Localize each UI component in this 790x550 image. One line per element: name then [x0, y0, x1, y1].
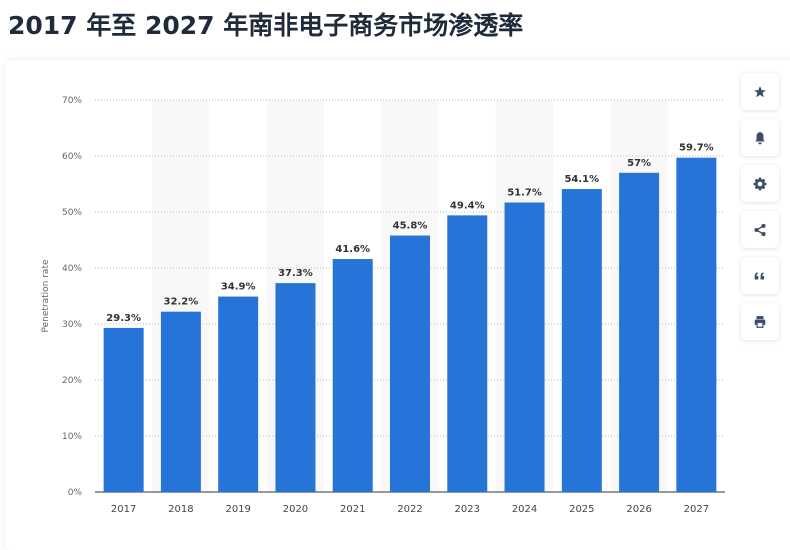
bar-2025 [561, 189, 602, 493]
y-tick-label: 30% [62, 320, 82, 330]
bar-2022 [390, 235, 430, 492]
x-tick-label: 2025 [569, 504, 594, 515]
data-label: 32.2% [164, 297, 199, 308]
x-tick-label: 2020 [283, 504, 308, 515]
data-label: 49.4% [450, 200, 485, 211]
bar-chart: 0% 10% 20% 30% 40% 50% 60% 70% 29.3% 2017 32.2% 201… [41, 96, 725, 515]
x-tick-label: 2017 [111, 504, 136, 515]
bar-2018 [160, 311, 201, 492]
y-tick-label: 0% [68, 488, 83, 498]
y-axis-label: Penetration rate [41, 259, 51, 332]
x-tick-label: 2019 [225, 504, 250, 515]
x-tick-label: 2018 [168, 504, 193, 515]
favorite-button[interactable] [741, 73, 779, 110]
y-tick-label: 40% [62, 264, 82, 274]
bar-2020 [275, 283, 316, 492]
toolbar [741, 73, 779, 340]
data-label: 41.6% [335, 244, 370, 255]
share-button[interactable] [741, 211, 779, 248]
x-tick-label: 2022 [397, 504, 422, 515]
y-tick-label: 20% [62, 376, 82, 386]
settings-button[interactable] [741, 165, 779, 202]
y-tick-label: 70% [62, 96, 82, 106]
x-tick-label: 2026 [626, 504, 651, 515]
bar-2019 [218, 296, 259, 492]
data-label: 29.3% [106, 313, 141, 324]
y-tick-label: 50% [62, 208, 82, 218]
print-button[interactable] [741, 303, 779, 340]
gear-icon [753, 177, 767, 190]
notification-button[interactable] [741, 119, 779, 156]
star-icon [754, 85, 766, 97]
bar-2026 [619, 172, 660, 493]
x-tick-label: 2021 [340, 504, 365, 515]
bar-2027 [676, 157, 717, 492]
x-tick-label: 2027 [684, 504, 709, 515]
data-label: 34.9% [221, 282, 256, 293]
print-icon [754, 315, 766, 328]
bar-2024 [504, 202, 545, 493]
bar-2017 [103, 327, 144, 492]
cite-button[interactable] [741, 257, 779, 294]
y-tick-label: 10% [62, 432, 82, 442]
data-label: 57% [627, 158, 651, 169]
data-label: 59.7% [679, 143, 714, 154]
bar-2021 [332, 259, 373, 492]
data-label: 37.3% [278, 268, 313, 279]
x-tick-label: 2023 [455, 504, 480, 515]
page-title: 2017 年至 2027 年南非电子商务市场渗透率 [8, 11, 524, 40]
data-label: 54.1% [564, 174, 599, 185]
data-label: 51.7% [507, 187, 542, 198]
data-label: 45.8% [393, 221, 428, 232]
x-tick-label: 2024 [512, 504, 537, 515]
bar-2023 [447, 215, 488, 493]
quote-icon [754, 272, 765, 279]
bell-icon [755, 131, 765, 144]
y-tick-label: 60% [62, 152, 82, 162]
share-icon [754, 223, 766, 236]
